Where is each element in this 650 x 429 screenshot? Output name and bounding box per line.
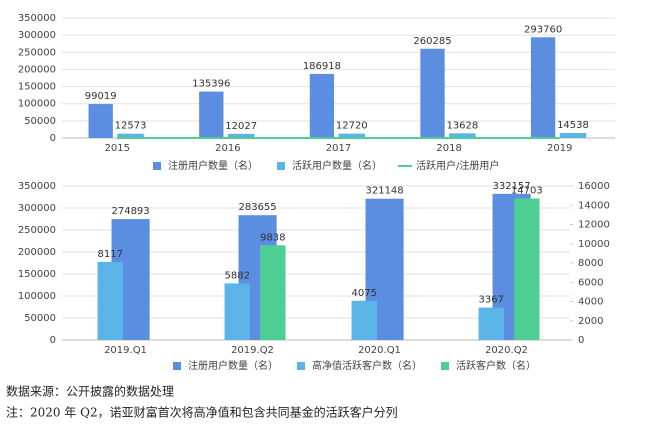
bar xyxy=(88,104,113,138)
y-tick-label: 250000 xyxy=(18,47,56,58)
y-tick-label: 0 xyxy=(50,335,56,346)
data-label: 186918 xyxy=(303,61,341,72)
bar xyxy=(530,37,556,138)
data-label: 5882 xyxy=(225,270,250,281)
legend-swatch xyxy=(297,362,305,370)
y-tick-label: 200000 xyxy=(18,247,56,258)
y-tick-label: 350000 xyxy=(18,13,56,24)
legend-swatch xyxy=(441,362,449,370)
data-label: 293760 xyxy=(524,24,562,35)
legend-swatch xyxy=(173,362,181,370)
legend-label: 活跃用户数量（名） xyxy=(292,159,382,172)
y2-tick-label: 6000 xyxy=(578,277,603,288)
bar xyxy=(351,300,377,340)
legend-label: 高净值活跃客户数（名） xyxy=(312,359,422,372)
bar xyxy=(199,91,224,138)
x-tick-label: 2019.Q1 xyxy=(104,345,147,356)
x-tick-label: 2019 xyxy=(547,143,572,154)
source-note: 数据来源：公开披露的数据处理 xyxy=(6,384,174,399)
data-label: 260285 xyxy=(413,36,451,47)
bar xyxy=(559,133,587,138)
bar xyxy=(117,133,144,138)
bar xyxy=(260,245,286,340)
legend-label: 注册用户数量（名） xyxy=(188,359,278,372)
bar xyxy=(227,133,255,138)
y-tick-label: 50000 xyxy=(24,116,56,127)
legend-swatch xyxy=(277,162,285,170)
y-tick-label: 150000 xyxy=(18,82,56,93)
data-label: 99019 xyxy=(85,91,117,102)
bar xyxy=(420,48,445,138)
x-tick-label: 2017 xyxy=(326,143,351,154)
data-label: 274893 xyxy=(111,206,149,217)
legend-label: 活跃客户数（名） xyxy=(456,359,536,372)
data-label: 3367 xyxy=(479,295,504,306)
y-tick-label: 250000 xyxy=(18,225,56,236)
y2-tick-label: 0 xyxy=(578,335,584,346)
data-label: 321148 xyxy=(365,186,403,197)
x-tick-label: 2015 xyxy=(105,143,130,154)
y2-tick-label: 2000 xyxy=(578,316,603,327)
legend-label: 活跃用户/注册用户 xyxy=(416,159,499,172)
data-label: 14703 xyxy=(511,185,543,196)
y-tick-label: 150000 xyxy=(18,269,56,280)
bar xyxy=(97,261,123,340)
y-tick-label: 200000 xyxy=(18,64,56,75)
y-tick-label: 300000 xyxy=(18,203,56,214)
x-tick-label: 2020.Q2 xyxy=(485,345,528,356)
bar xyxy=(478,307,504,340)
y-tick-label: 50000 xyxy=(24,313,56,324)
y2-tick-label: 8000 xyxy=(578,258,603,269)
y2-tick-label: 10000 xyxy=(578,239,610,250)
y2-tick-label: 16000 xyxy=(578,181,610,192)
data-label: 12573 xyxy=(115,121,147,132)
y-tick-label: 300000 xyxy=(18,30,56,41)
y2-tick-label: 14000 xyxy=(578,200,610,211)
x-tick-label: 2020.Q1 xyxy=(358,345,401,356)
data-label: 12027 xyxy=(225,121,257,132)
data-label: 4075 xyxy=(352,288,377,299)
bar xyxy=(514,198,540,340)
data-label: 8117 xyxy=(98,249,123,260)
data-label: 13628 xyxy=(446,120,478,131)
x-tick-label: 2016 xyxy=(215,143,240,154)
y2-tick-label: 12000 xyxy=(578,220,610,231)
y-tick-label: 100000 xyxy=(18,291,56,302)
footnote: 注：2020 年 Q2，诺亚财富首次将高净值和包含共同基金的活跃客户分列 xyxy=(6,405,398,420)
y2-tick-label: 4000 xyxy=(578,297,603,308)
data-label: 283655 xyxy=(238,202,276,213)
y-tick-label: 350000 xyxy=(18,181,56,192)
y-tick-label: 0 xyxy=(50,133,56,144)
x-tick-label: 2018 xyxy=(436,143,461,154)
y-tick-label: 100000 xyxy=(18,99,56,110)
data-label: 135396 xyxy=(192,79,230,90)
data-label: 332157 xyxy=(492,181,530,192)
data-label: 14538 xyxy=(557,120,589,131)
legend-label: 注册用户数量（名） xyxy=(168,159,258,172)
bar xyxy=(449,133,476,138)
legend-swatch xyxy=(153,162,161,170)
x-tick-label: 2019.Q2 xyxy=(231,345,274,356)
data-label: 9838 xyxy=(260,232,285,243)
bar xyxy=(338,133,366,138)
data-label: 12720 xyxy=(336,121,368,132)
bar xyxy=(309,73,335,138)
bar xyxy=(224,283,250,340)
